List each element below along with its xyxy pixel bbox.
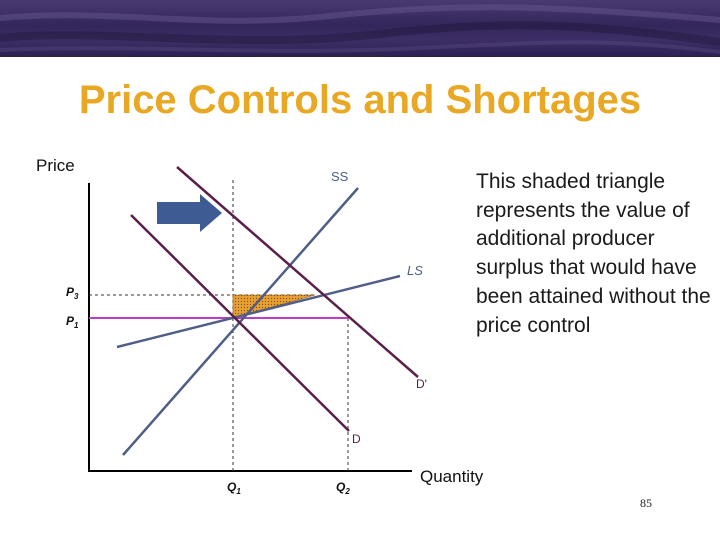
slide-title: Price Controls and Shortages	[78, 78, 642, 122]
page-number: 85	[640, 496, 652, 510]
q1-label: Q1	[227, 480, 241, 496]
p1-label: P1	[66, 314, 79, 330]
y-axis-label: Price	[36, 156, 75, 175]
long-run-supply-curve	[116, 274, 401, 349]
q2-label: Q2	[336, 480, 350, 496]
x-axis-label: Quantity	[420, 467, 484, 486]
explanation-text: This shaded triangle represents the valu…	[476, 170, 711, 337]
new-demand-label: D'	[416, 377, 427, 391]
demand-curve	[130, 214, 350, 432]
short-run-supply-label: SS	[331, 169, 349, 184]
long-run-supply-label: LS	[407, 263, 423, 278]
p3-label: P3	[66, 285, 79, 301]
short-run-supply-curve	[122, 187, 359, 456]
right-arrow-icon	[157, 194, 222, 232]
new-demand-curve	[176, 166, 419, 378]
banner-texture	[0, 4, 720, 54]
demand-label: D	[352, 432, 361, 446]
top-banner	[0, 0, 720, 57]
